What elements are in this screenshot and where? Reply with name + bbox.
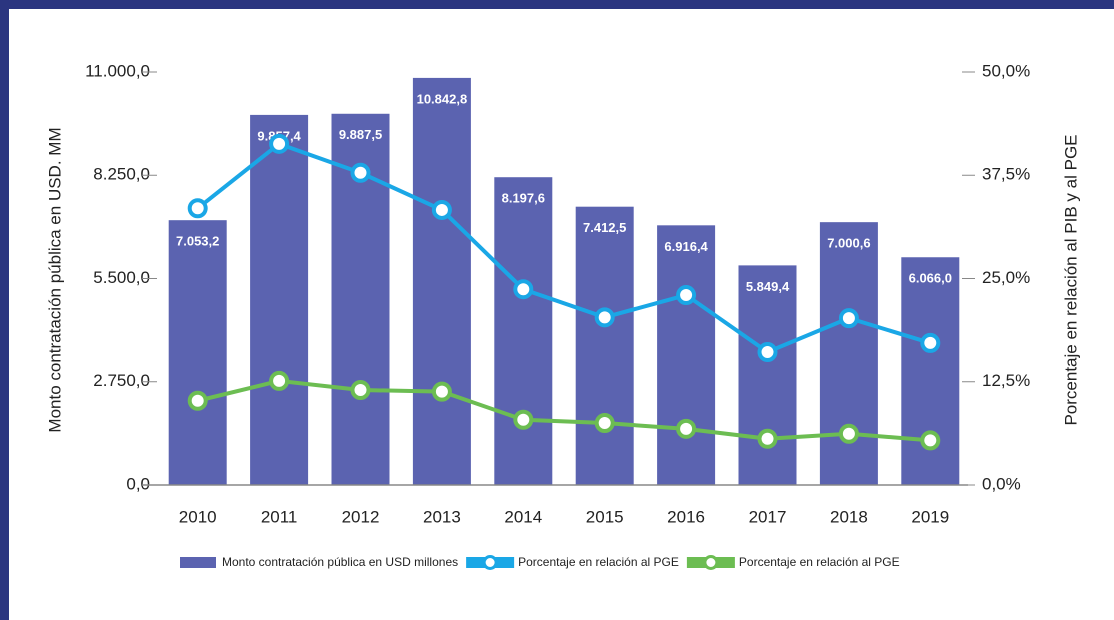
y-tick-label: 11.000,0: [85, 61, 150, 80]
value-label: 7.000,6: [827, 236, 870, 251]
marker: [350, 162, 371, 183]
legend-marker: [482, 555, 498, 570]
y2-tick-label: 25,0%: [982, 268, 1030, 287]
legend-marker: [703, 555, 719, 570]
value-label: 6.916,4: [664, 239, 708, 254]
marker: [838, 308, 859, 329]
value-label: 9.887,5: [339, 127, 382, 142]
value-label: 10.842,8: [417, 91, 468, 106]
bar: [901, 257, 960, 485]
x-tick-label: 2011: [261, 507, 298, 526]
x-tick-label: 2016: [667, 507, 705, 526]
frame-left: [0, 0, 9, 620]
line: [197, 378, 931, 443]
y-tick-label: 5.500,0: [93, 268, 150, 287]
marker: [838, 423, 859, 444]
marker: [757, 342, 778, 363]
line: [196, 141, 931, 355]
x-tick-label: 2017: [749, 507, 787, 526]
x-tick-label: 2014: [504, 507, 542, 526]
x-tick-label: 2010: [179, 507, 217, 526]
y2-tick-label: 50,0%: [982, 61, 1030, 80]
value-label: 6.066,0: [909, 271, 952, 286]
marker: [594, 307, 615, 328]
y2-tick-label: 37,5%: [982, 165, 1030, 184]
value-label: 7.053,2: [176, 234, 219, 249]
marker: [269, 370, 290, 391]
value-label: 8.197,6: [502, 191, 545, 206]
x-tick-label: 2018: [830, 507, 868, 526]
marker: [594, 413, 615, 434]
y-axis-label: Monto contratación pública en USD. MM: [45, 127, 64, 432]
bar: [575, 206, 634, 485]
y2-tick-label: 12,5%: [982, 371, 1030, 390]
bar: [250, 114, 309, 485]
legend-label: Porcentaje en relación al PGE: [739, 555, 900, 569]
bar: [494, 177, 553, 485]
frame-top: [0, 0, 1114, 9]
bar: [168, 220, 227, 486]
y-tick-label: 0,0: [126, 474, 150, 493]
x-tick-label: 2012: [342, 507, 380, 526]
y-tick-label: 2.750,0: [93, 371, 150, 390]
x-tick-label: 2013: [423, 507, 461, 526]
marker: [431, 199, 452, 220]
bar: [657, 225, 716, 485]
bar: [412, 77, 471, 485]
value-label: 5.849,4: [746, 279, 790, 294]
marker: [187, 390, 208, 411]
marker: [920, 430, 941, 451]
bar: [819, 222, 878, 485]
y2-axis-label: Porcentaje en relación al PIB y al PGE: [1061, 134, 1080, 425]
bar: [738, 265, 797, 485]
y2-tick-label: 0,0%: [982, 474, 1021, 493]
marker: [676, 418, 697, 439]
legend-swatch: [180, 557, 216, 568]
marker: [269, 133, 290, 154]
x-tick-label: 2015: [586, 507, 624, 526]
marker: [676, 285, 697, 306]
marker: [350, 380, 371, 401]
marker: [187, 198, 208, 219]
legend-label: Monto contratación pública en USD millon…: [222, 555, 458, 569]
marker: [757, 428, 778, 449]
value-label: 7.412,5: [583, 220, 626, 235]
legend-label: Porcentaje en relación al PGE: [518, 555, 679, 569]
marker: [431, 381, 452, 402]
marker: [513, 279, 534, 300]
y-tick-label: 8.250,0: [93, 165, 150, 184]
x-tick-label: 2019: [911, 507, 949, 526]
marker: [513, 409, 534, 430]
marker: [920, 332, 941, 353]
